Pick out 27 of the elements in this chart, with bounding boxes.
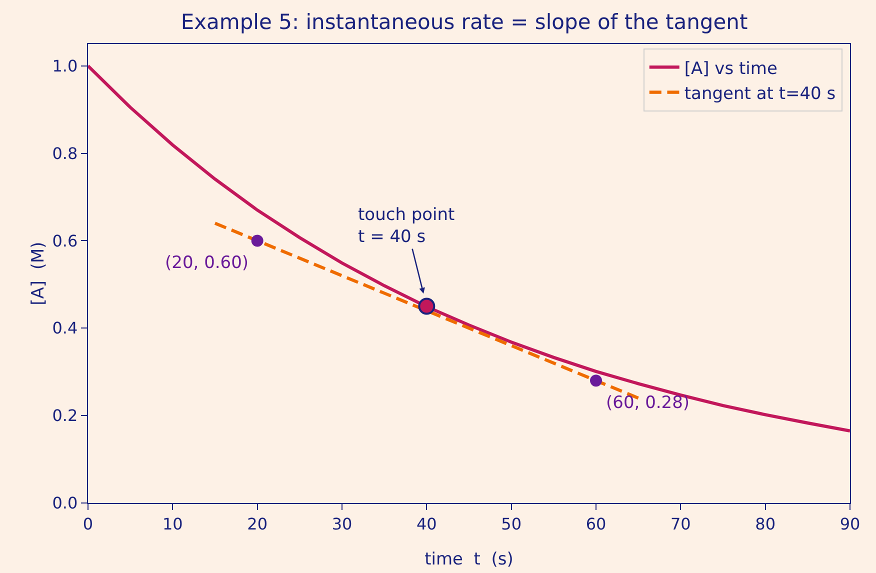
chart-title: Example 5: instantaneous rate = slope of the tangent [180,10,748,34]
x-tick-label: 0 [82,514,94,534]
point [590,374,602,387]
x-tick-label: 50 [501,514,522,534]
y-tick-label: 0.6 [52,231,78,250]
x-tick-label: 70 [670,514,691,534]
y-tick-label: 0.0 [52,494,78,513]
annotation: (60, 0.28) [606,393,690,413]
annotation: (20, 0.60) [165,253,249,273]
y-tick-label: 1.0 [52,56,78,76]
x-tick-label: 30 [332,514,352,534]
y-tick-label: 0.2 [52,406,78,426]
annotation: touch point t = 40 s [358,205,456,248]
point [251,234,264,247]
legend-label: [A] vs time [684,58,778,79]
x-tick-label: 20 [247,514,268,534]
point [418,298,436,315]
legend-label: tangent at t=40 s [684,84,836,104]
x-tick-label: 60 [586,514,606,534]
x-tick-label: 10 [162,514,183,534]
y-tick-label: 0.4 [52,318,78,338]
x-tick-label: 90 [840,514,860,534]
x-tick-label: 40 [416,514,437,534]
y-axis-title: [A] (M) [28,242,49,306]
x-axis-title: time t (s) [424,549,514,570]
y-tick-label: 0.8 [52,144,78,163]
x-tick-label: 80 [755,514,776,534]
